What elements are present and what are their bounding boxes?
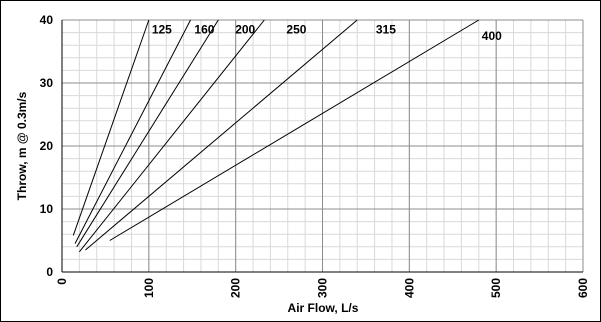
x-tick-label: 400: [402, 278, 416, 298]
x-axis-title: Air Flow, L/s: [288, 301, 359, 315]
series-label-400: 400: [482, 29, 502, 43]
series-line-315: [85, 19, 358, 251]
y-tick-label: 30: [40, 76, 54, 90]
y-tick-labels: 0 10 20 30 40: [40, 13, 54, 279]
series-label-250: 250: [286, 22, 306, 36]
series-label-200: 200: [235, 22, 255, 36]
series-line-125: [72, 19, 150, 236]
y-tick-label: 10: [40, 202, 54, 216]
axes: [61, 20, 583, 273]
series-line-200: [76, 19, 219, 248]
series-line-400: [109, 19, 480, 241]
series-labels: 125 160 200 250 315 400: [152, 22, 502, 42]
series-line-160: [74, 19, 191, 244]
series-label-160: 160: [194, 22, 214, 36]
x-tick-labels: 0 100 200 300 400 500 600: [55, 278, 590, 298]
series-label-315: 315: [376, 22, 396, 36]
series-line-250: [78, 19, 265, 253]
series-label-125: 125: [152, 22, 172, 36]
y-tick-label: 20: [40, 139, 54, 153]
x-tick-label: 600: [576, 278, 590, 298]
x-tick-label: 500: [489, 278, 503, 298]
series-lines: [72, 19, 480, 253]
x-tick-label: 200: [229, 278, 243, 298]
x-tick-label: 100: [142, 278, 156, 298]
y-tick-label: 0: [46, 265, 53, 279]
x-tick-label: 0: [55, 278, 69, 285]
x-tick-label: 300: [316, 278, 330, 298]
y-tick-label: 40: [40, 13, 54, 27]
y-axis-title: Throw, m @ 0.3m/s: [15, 91, 29, 200]
